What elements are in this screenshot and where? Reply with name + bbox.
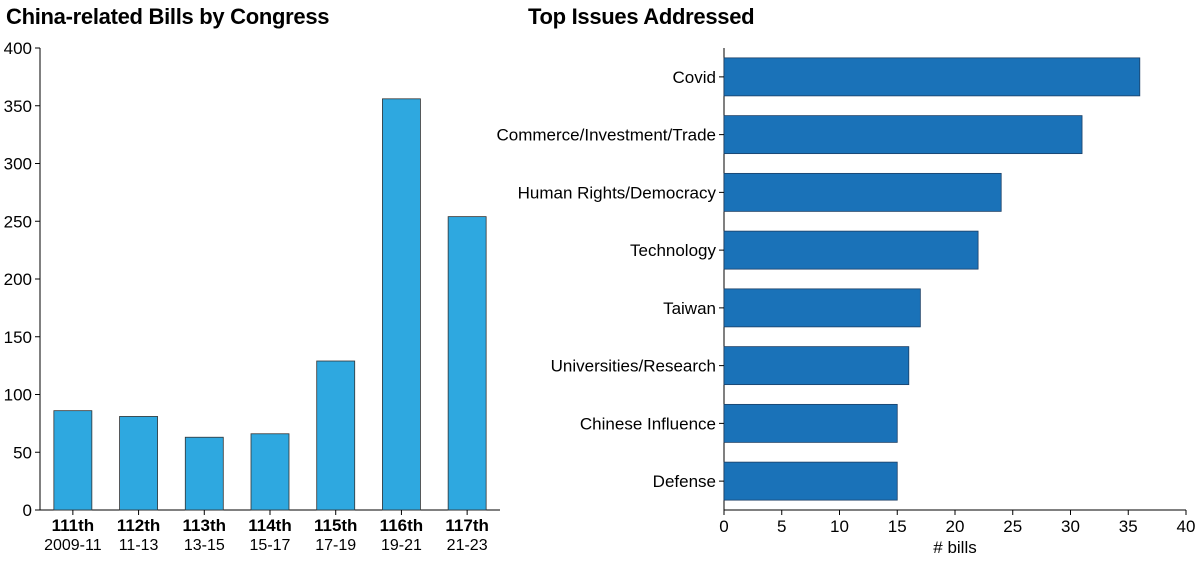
issue-label: Chinese Influence — [580, 414, 716, 433]
issue-label: Technology — [630, 241, 717, 260]
right-x-tick-label: 10 — [830, 517, 849, 536]
category-years-label: 21-23 — [447, 537, 488, 554]
category-label: 113th — [183, 516, 226, 535]
category-label: 116th — [380, 516, 423, 535]
right-x-tick-label: 40 — [1177, 517, 1196, 536]
category-years-label: 11-13 — [119, 537, 159, 554]
bar-117th — [447, 216, 487, 511]
left-y-tick-label: 250 — [4, 212, 32, 231]
issue-label: Commerce/Investment/Trade — [497, 126, 717, 145]
right-x-tick-label: 0 — [719, 517, 728, 536]
bar-115th — [316, 360, 356, 511]
issue-label: Universities/Research — [551, 357, 716, 376]
right-chart-title: Top Issues Addressed — [528, 4, 755, 29]
right-x-tick-label: 5 — [777, 517, 786, 536]
issue-bar — [723, 115, 1083, 155]
issue-bar — [723, 230, 979, 270]
category-label: 115th — [314, 516, 357, 535]
issue-bar — [723, 403, 898, 443]
top-issues-chart: 0 5 10 15 20 25 30 35 40 # bills Covid Commerce/Inv… — [497, 48, 1196, 557]
right-x-tick-label: 35 — [1119, 517, 1138, 536]
left-chart-title: China-related Bills by Congress — [6, 4, 330, 29]
left-y-tick-label: 0 — [23, 501, 32, 520]
issue-bar — [723, 346, 910, 386]
issue-bar — [723, 288, 921, 328]
left-y-tick-label: 300 — [4, 155, 32, 174]
category-years-label: 19-21 — [381, 537, 422, 554]
category-label: 117th — [445, 516, 488, 535]
issue-label: Covid — [673, 68, 716, 87]
category-label: 114th — [248, 516, 291, 535]
right-x-axis-label: # bills — [933, 538, 976, 557]
bar-114th — [250, 433, 290, 511]
right-x-tick-label: 20 — [946, 517, 965, 536]
category-years-label: 2009-11 — [44, 537, 102, 554]
category-years-label: 13-15 — [184, 537, 225, 554]
category-years-label: 17-19 — [315, 537, 356, 554]
left-y-tick-label: 350 — [4, 97, 32, 116]
category-label: 111th — [52, 516, 95, 535]
left-y-tick-label: 150 — [4, 328, 32, 347]
left-y-tick-label: 200 — [4, 270, 32, 289]
bills-by-congress-chart: 0 50 100 150 200 250 300 350 400 111th 2009-11 112t… — [4, 39, 500, 554]
category-label: 112th — [117, 516, 160, 535]
left-y-tick-label: 400 — [4, 39, 32, 58]
bar-116th — [382, 98, 421, 511]
bar-112th — [119, 416, 158, 511]
category-years-label: 15-17 — [250, 537, 291, 554]
bar-111th — [53, 410, 93, 511]
issue-label: Human Rights/Democracy — [518, 183, 717, 202]
left-y-tick-label: 100 — [4, 386, 32, 405]
right-x-tick-label: 25 — [1003, 517, 1022, 536]
bar-113th — [184, 436, 224, 511]
right-x-tick-label: 15 — [888, 517, 907, 536]
left-y-tick-label: 50 — [13, 443, 32, 462]
issue-bar — [723, 57, 1141, 97]
issue-bar — [723, 172, 1002, 212]
issue-label: Taiwan — [663, 299, 716, 318]
right-x-tick-label: 30 — [1061, 517, 1080, 536]
issue-bar — [723, 461, 898, 501]
issue-label: Defense — [653, 472, 716, 491]
